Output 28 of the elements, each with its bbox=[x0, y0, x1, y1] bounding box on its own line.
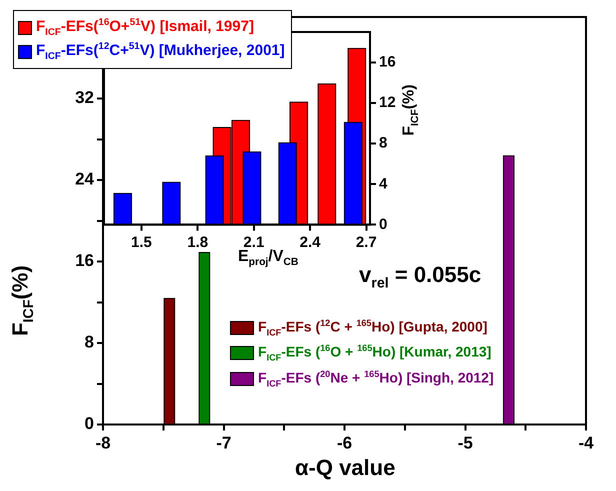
x-axis-title: α-Q value bbox=[295, 455, 396, 481]
legend-label: F$_{ICF}$-EFs ($^{16}$O + $^{165}$Ho) [Kumar, 2013] bbox=[258, 343, 492, 363]
x-tick-label: -6 bbox=[336, 433, 352, 452]
x-tick-label: 2.7 bbox=[356, 234, 377, 251]
y-tick-label: 8 bbox=[84, 332, 94, 352]
x-tick-label: -4 bbox=[578, 433, 594, 452]
x-tick-label: 2.4 bbox=[300, 234, 322, 251]
y-tick-label: 24 bbox=[75, 170, 95, 189]
legend-label: F$_{ICF}$-EFs ($^{12}$C + $^{165}$Ho) [Gupta, 2000] bbox=[258, 318, 488, 338]
x-tick-label: -8 bbox=[95, 433, 111, 452]
x-tick-label: -7 bbox=[216, 433, 232, 452]
x-axis-title: E$_{proj}$/V$_{CB}$ bbox=[238, 248, 298, 268]
x-tick-label: 1.5 bbox=[131, 234, 152, 251]
y2-tick-label: 8 bbox=[379, 134, 388, 152]
y-tick-label: 16 bbox=[75, 251, 94, 270]
y2-tick-label: 16 bbox=[379, 54, 396, 71]
y2-tick-label: 4 bbox=[379, 175, 388, 192]
y-tick-label: 32 bbox=[75, 88, 94, 108]
x-tick-label: -5 bbox=[458, 433, 473, 452]
y2-tick-label: 0 bbox=[379, 216, 388, 233]
y2-tick-label: 12 bbox=[379, 94, 396, 112]
legend-label: F$_{ICF}$-EFs($^{12}$C+$^{51}$V) [Mukherjee, 2001] bbox=[36, 41, 285, 62]
y-tick-label: 0 bbox=[84, 414, 94, 434]
annotation: v$_{rel}$ = 0.055c bbox=[359, 262, 482, 292]
x-tick-label: 1.8 bbox=[187, 234, 208, 251]
legend-label: F$_{ICF}$-EFs($^{16}$O+$^{51}$V) [Ismail, 1997] bbox=[36, 17, 254, 38]
x-tick-label: 2.1 bbox=[243, 234, 264, 251]
legend-label: F$_{ICF}$-EFs ($^{20}$Ne + $^{165}$Ho) [Singh, 2012] bbox=[258, 368, 494, 388]
